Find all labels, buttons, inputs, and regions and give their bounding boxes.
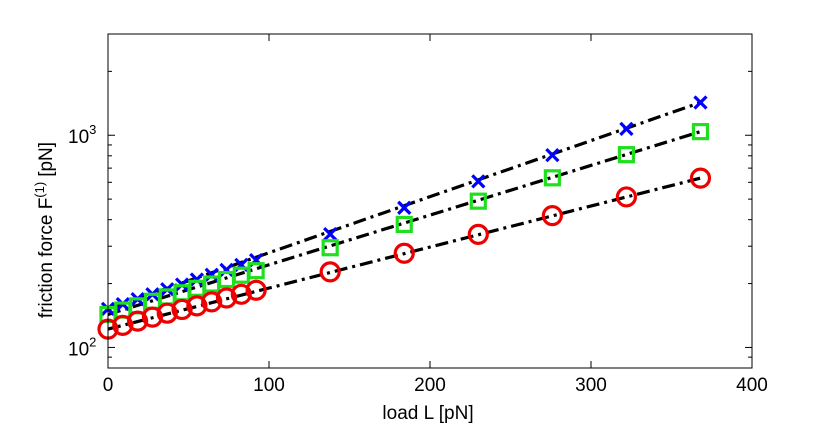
x-marker-stroke [189,272,205,287]
circle-marker [689,167,712,189]
x-marker-stroke [545,147,560,163]
y-axis-label-main: friction force F [36,198,57,318]
x-marker [693,95,708,110]
circle-marker [319,261,341,283]
circle-marker [245,279,267,301]
x-marker-stroke [323,226,338,242]
axis-ticks: 0 100 200 300 400 102 103 [68,34,768,396]
circle-marker [112,314,134,337]
square-marker [395,215,413,234]
square-marker [543,169,561,187]
axes-box [107,33,753,369]
fit-line-circle [107,176,701,331]
x-marker [545,147,560,163]
y-axis-label-sup: (1) [32,182,47,198]
circle-marker [615,186,638,208]
circle-marker [186,295,208,317]
square-marker [691,123,710,141]
x-marker-stroke [204,267,219,282]
y-tick-label: 102 [68,334,96,360]
fit-line-square [107,130,701,317]
x-marker-stroke [619,121,634,136]
circle-marker [230,283,252,305]
square-marker [247,262,265,280]
x-tick-label: 300 [575,375,607,396]
x-marker-stroke [471,174,486,189]
circle-marker [541,205,563,227]
circle-marker [215,287,238,309]
x-tick-label: 100 [253,375,285,396]
x-marker [397,200,412,215]
y-tick-label: 103 [68,122,96,148]
circle-marker [393,242,415,264]
x-tick-label: 200 [414,375,446,396]
x-marker [204,267,219,282]
x-axis-label: load L [pN] [382,403,473,424]
x-tick-label: 400 [736,375,768,396]
circle-marker [127,310,149,332]
x-marker-stroke [397,200,412,215]
circle-marker [141,306,164,328]
square-marker [469,192,487,210]
x-marker [189,272,205,287]
x-tick-label: 0 [103,375,114,396]
square-marker [321,239,339,257]
circle-marker [156,302,178,324]
x-marker [619,121,634,136]
circle-marker [201,291,223,313]
x-marker-stroke [693,95,708,110]
x-marker [323,226,338,242]
circle-marker [171,298,193,321]
x-marker [471,174,486,189]
square-marker [617,146,636,164]
data-markers [97,95,712,340]
y-axis-label-unit: [pN] [36,142,57,177]
circle-marker [467,223,489,245]
y-axis-label: friction force F(1) [pN] [32,142,57,318]
